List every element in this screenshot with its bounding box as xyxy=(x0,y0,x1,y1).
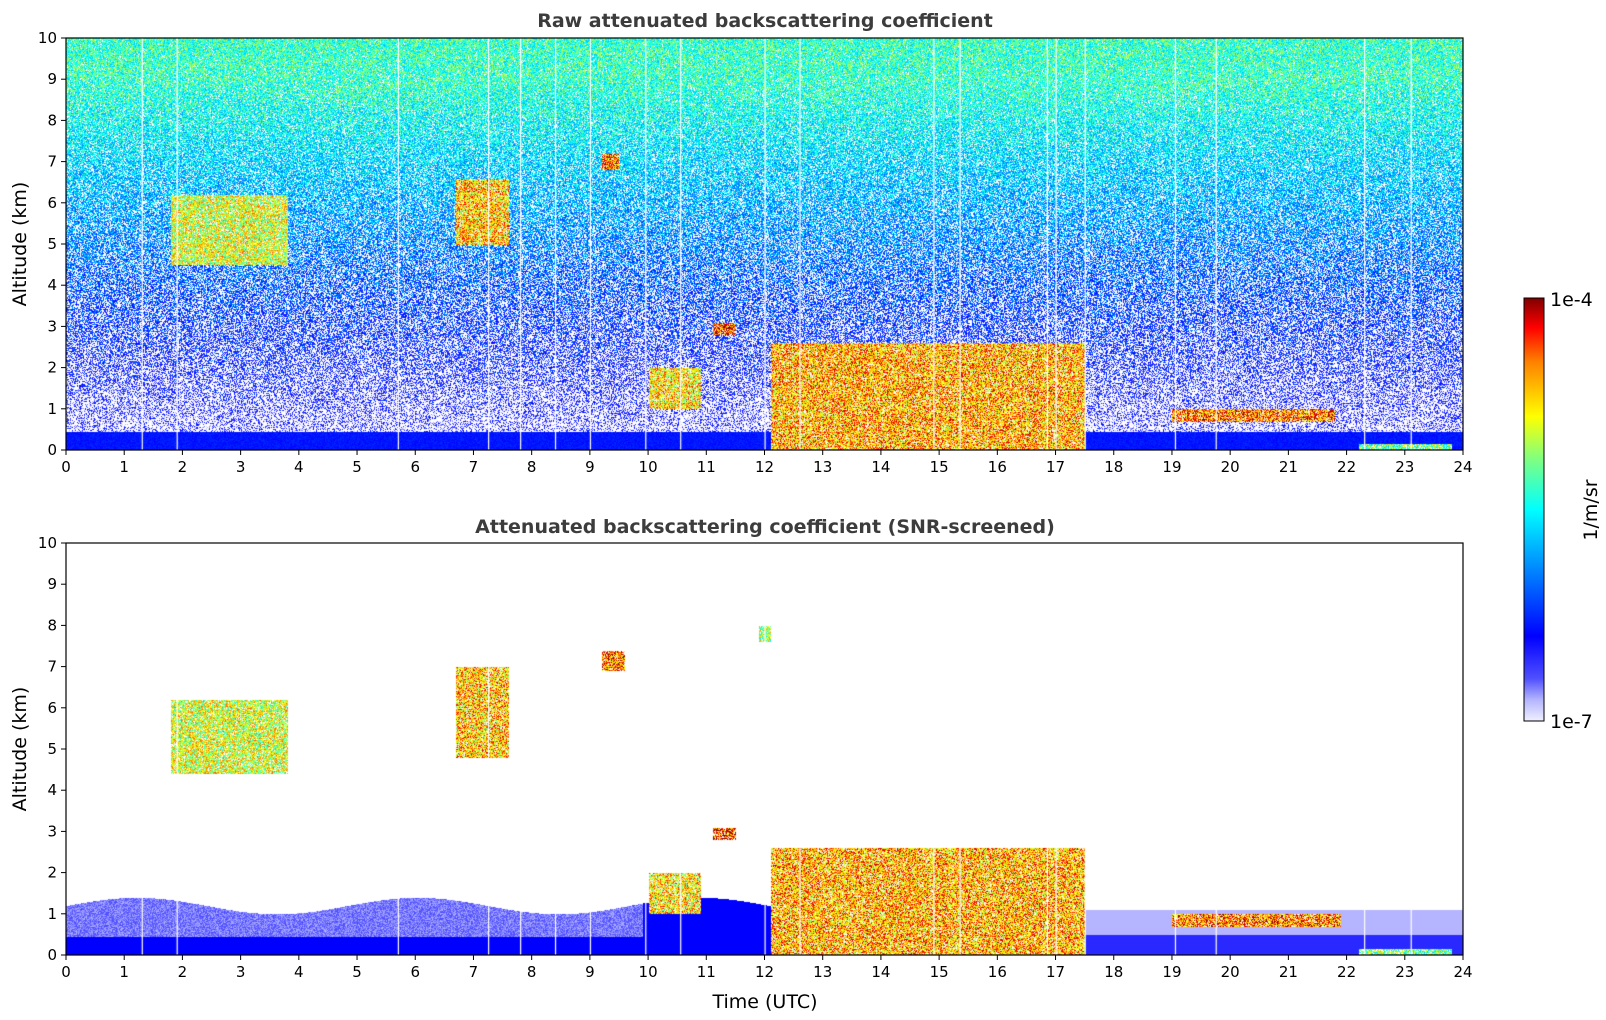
colorbar-max-label: 1e-4 xyxy=(1550,289,1593,311)
colorbar-min-label: 1e-7 xyxy=(1550,711,1593,733)
x-tick-label: 1 xyxy=(119,458,129,476)
x-tick-label: 4 xyxy=(294,963,304,981)
x-tick-label: 24 xyxy=(1453,963,1472,981)
x-tick-label: 17 xyxy=(1046,963,1065,981)
x-tick-label: 14 xyxy=(871,963,890,981)
y-tick-label: 9 xyxy=(47,575,57,593)
colorbar-gradient xyxy=(1523,297,1545,722)
x-tick-label: 23 xyxy=(1395,458,1414,476)
y-tick-label: 2 xyxy=(47,359,57,377)
x-tick-label: 24 xyxy=(1453,458,1472,476)
y-tick-label: 3 xyxy=(47,822,57,840)
y-tick-label: 9 xyxy=(47,70,57,88)
x-tick-label: 12 xyxy=(755,963,774,981)
y-tick-label: 0 xyxy=(47,946,57,964)
colorbar: 1e-4 1e-7 1/m/sr xyxy=(1523,289,1602,733)
x-tick-label: 19 xyxy=(1162,458,1181,476)
snr-screened-panel: Attenuated backscattering coefficient (S… xyxy=(9,516,1473,1013)
x-tick-label: 21 xyxy=(1279,963,1298,981)
y-tick-label: 1 xyxy=(47,400,57,418)
y-tick-label: 2 xyxy=(47,864,57,882)
x-tick-label: 15 xyxy=(930,458,949,476)
y-tick-label: 1 xyxy=(47,905,57,923)
x-tick-label: 13 xyxy=(813,458,832,476)
y-axis-ticks: 0 1 2 3 4 5 6 7 8 9 10 xyxy=(38,534,66,964)
x-tick-label: 6 xyxy=(410,458,420,476)
x-tick-label: 2 xyxy=(178,963,188,981)
x-tick-label: 4 xyxy=(294,458,304,476)
x-tick-label: 13 xyxy=(813,963,832,981)
x-tick-label: 1 xyxy=(119,963,129,981)
y-axis-label: Altitude (km) xyxy=(9,687,31,812)
x-tick-label: 0 xyxy=(61,963,71,981)
x-tick-label: 16 xyxy=(988,458,1007,476)
y-axis-ticks: 0 1 2 3 4 5 6 7 8 9 10 xyxy=(38,29,66,459)
y-tick-label: 5 xyxy=(47,235,57,253)
x-tick-label: 22 xyxy=(1337,458,1356,476)
x-tick-label: 0 xyxy=(61,458,71,476)
y-tick-label: 4 xyxy=(47,276,57,294)
x-tick-label: 15 xyxy=(930,963,949,981)
y-tick-label: 7 xyxy=(47,153,57,171)
colorbar-unit-label: 1/m/sr xyxy=(1580,479,1602,540)
x-axis-label: Time (UTC) xyxy=(711,991,817,1013)
x-axis-ticks: 0 1 2 3 4 5 6 7 8 9 10 11 12 13 14 15 16 17 18 19 20 21 22 23 24 xyxy=(61,450,1473,476)
x-tick-label: 7 xyxy=(469,458,479,476)
x-tick-label: 6 xyxy=(410,963,420,981)
x-tick-label: 10 xyxy=(639,458,658,476)
x-tick-label: 3 xyxy=(236,458,246,476)
x-tick-label: 3 xyxy=(236,963,246,981)
x-tick-label: 10 xyxy=(639,963,658,981)
x-tick-label: 18 xyxy=(1104,963,1123,981)
y-tick-label: 5 xyxy=(47,740,57,758)
x-tick-label: 9 xyxy=(585,963,595,981)
x-tick-label: 7 xyxy=(469,963,479,981)
x-axis-ticks: 0 1 2 3 4 5 6 7 8 9 10 11 12 13 14 15 16 17 18 19 20 21 22 23 24 xyxy=(61,955,1473,981)
x-tick-label: 19 xyxy=(1162,963,1181,981)
x-tick-label: 18 xyxy=(1104,458,1123,476)
y-tick-label: 10 xyxy=(38,534,57,552)
x-tick-label: 17 xyxy=(1046,458,1065,476)
x-tick-label: 20 xyxy=(1221,458,1240,476)
x-tick-label: 22 xyxy=(1337,963,1356,981)
y-tick-label: 0 xyxy=(47,441,57,459)
y-tick-label: 3 xyxy=(47,317,57,335)
x-tick-label: 21 xyxy=(1279,458,1298,476)
x-tick-label: 20 xyxy=(1221,963,1240,981)
x-tick-label: 23 xyxy=(1395,963,1414,981)
y-tick-label: 8 xyxy=(47,111,57,129)
raw-backscatter-panel: Raw attenuated backscattering coefficien… xyxy=(9,10,1473,476)
x-tick-label: 9 xyxy=(585,458,595,476)
x-tick-label: 8 xyxy=(527,963,537,981)
x-tick-label: 8 xyxy=(527,458,537,476)
panel-title: Attenuated backscattering coefficient (S… xyxy=(475,516,1055,538)
y-axis-label: Altitude (km) xyxy=(9,182,31,307)
y-tick-label: 8 xyxy=(47,616,57,634)
y-tick-label: 10 xyxy=(38,29,57,47)
y-tick-label: 6 xyxy=(47,194,57,212)
y-tick-label: 7 xyxy=(47,658,57,676)
x-tick-label: 11 xyxy=(697,963,716,981)
panel-title: Raw attenuated backscattering coefficien… xyxy=(537,10,993,32)
x-tick-label: 16 xyxy=(988,963,1007,981)
x-tick-label: 5 xyxy=(352,963,362,981)
x-tick-label: 2 xyxy=(178,458,188,476)
y-tick-label: 6 xyxy=(47,699,57,717)
x-tick-label: 12 xyxy=(755,458,774,476)
x-tick-label: 14 xyxy=(871,458,890,476)
x-tick-label: 5 xyxy=(352,458,362,476)
x-tick-label: 11 xyxy=(697,458,716,476)
y-tick-label: 4 xyxy=(47,781,57,799)
